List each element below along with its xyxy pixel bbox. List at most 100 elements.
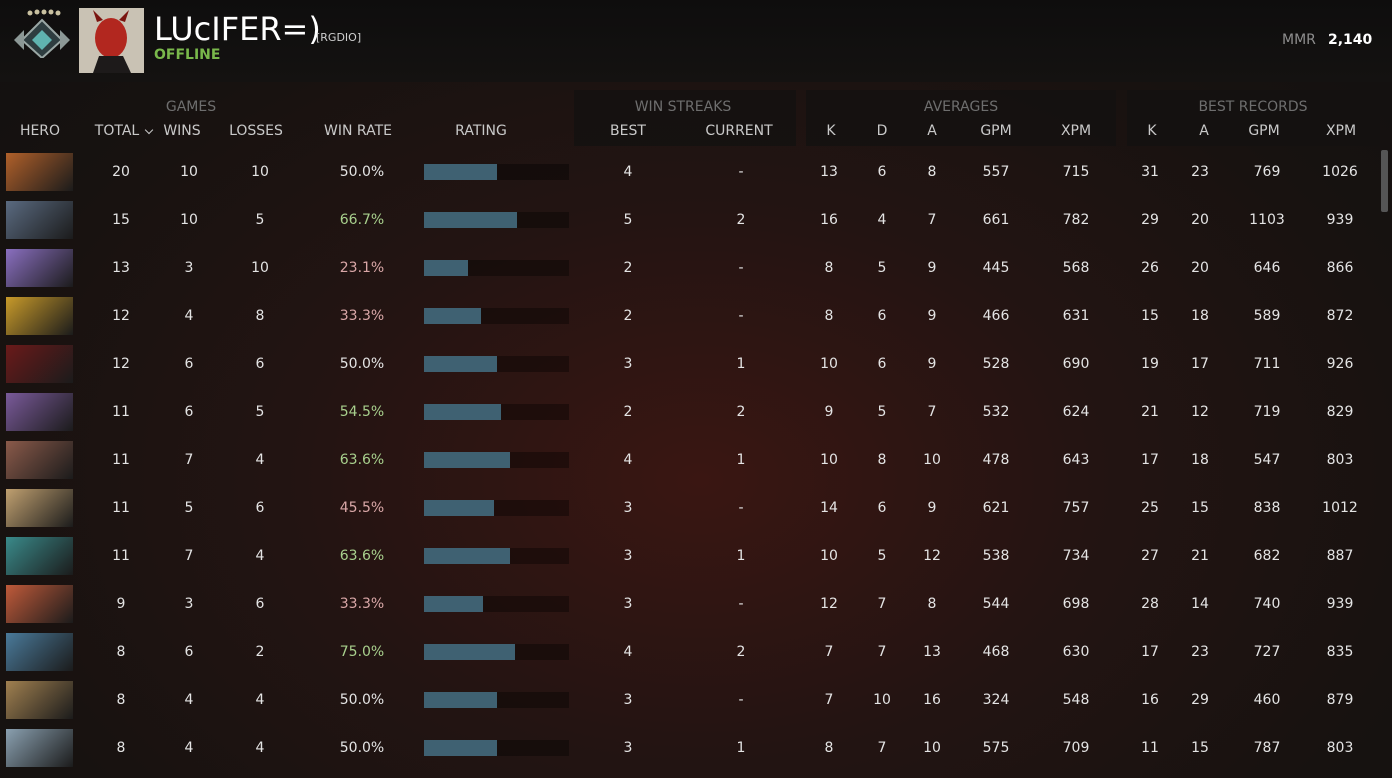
column-header[interactable]: K	[826, 123, 836, 139]
hero-icon[interactable]	[6, 441, 73, 479]
avg-gpm: 557	[982, 164, 1010, 180]
win-rate: 50.0%	[339, 692, 385, 708]
win-rate: 63.6%	[339, 548, 385, 564]
losses: 5	[255, 404, 265, 420]
avg-gpm: 468	[982, 644, 1010, 660]
mmr-value: 2,140	[1328, 32, 1373, 48]
avg-d: 6	[877, 356, 887, 372]
avg-d: 7	[877, 740, 887, 756]
avg-d: 10	[873, 692, 891, 708]
best-xpm: 887	[1326, 548, 1354, 564]
streak-best: 2	[623, 308, 633, 324]
column-header[interactable]: XPM	[1060, 123, 1092, 139]
rating-bar	[424, 404, 501, 420]
column-header[interactable]: TOTAL	[94, 123, 140, 139]
win-rate: 33.3%	[339, 596, 385, 612]
column-header[interactable]: XPM	[1325, 123, 1357, 139]
column-header[interactable]: BEST	[610, 123, 646, 139]
losses: 10	[251, 260, 269, 276]
best-k: 21	[1141, 404, 1159, 420]
best-a: 17	[1191, 356, 1209, 372]
column-header[interactable]: RATING	[455, 123, 507, 139]
best-a: 18	[1191, 452, 1209, 468]
hero-icon[interactable]	[6, 633, 73, 671]
column-header[interactable]: A	[927, 123, 937, 139]
hero-icon[interactable]	[6, 681, 73, 719]
rating-bar	[424, 452, 510, 468]
win-rate: 54.5%	[339, 404, 385, 420]
best-xpm: 803	[1326, 452, 1354, 468]
best-a: 23	[1191, 164, 1209, 180]
column-header[interactable]: HERO	[19, 123, 61, 139]
wins: 3	[184, 260, 194, 276]
hero-icon[interactable]	[6, 489, 73, 527]
win-rate: 63.6%	[339, 452, 385, 468]
player-name: LUcIFER=)	[154, 10, 321, 48]
column-header[interactable]: WIN RATE	[324, 123, 392, 139]
streak-current: 1	[736, 548, 746, 564]
streak-current: -	[738, 692, 744, 708]
avg-k: 9	[824, 404, 834, 420]
hero-icon[interactable]	[6, 201, 73, 239]
avg-xpm: 709	[1062, 740, 1090, 756]
column-header[interactable]: WINS	[163, 123, 201, 139]
best-a: 20	[1191, 212, 1209, 228]
avg-a: 12	[923, 548, 941, 564]
hero-icon[interactable]	[6, 345, 73, 383]
losses: 8	[255, 308, 265, 324]
best-a: 21	[1191, 548, 1209, 564]
streak-current: -	[738, 308, 744, 324]
hero-icon[interactable]	[6, 249, 73, 287]
avg-k: 8	[824, 740, 834, 756]
mmr-label: MMR	[1282, 32, 1316, 48]
streak-current: 2	[736, 212, 746, 228]
column-header[interactable]: GPM	[980, 123, 1012, 139]
streak-current: 1	[736, 452, 746, 468]
avg-a: 10	[923, 740, 941, 756]
hero-icon[interactable]	[6, 729, 73, 767]
best-xpm: 939	[1326, 596, 1354, 612]
win-rate: 50.0%	[339, 740, 385, 756]
best-xpm: 866	[1326, 260, 1354, 276]
wins: 4	[184, 308, 194, 324]
hero-icon[interactable]	[6, 393, 73, 431]
losses: 4	[255, 452, 265, 468]
hero-icon[interactable]	[6, 153, 73, 191]
best-gpm: 838	[1253, 500, 1281, 516]
best-a: 20	[1191, 260, 1209, 276]
best-gpm: 682	[1253, 548, 1281, 564]
rating-bar	[424, 212, 517, 228]
best-xpm: 829	[1326, 404, 1354, 420]
column-header[interactable]: D	[876, 123, 888, 139]
avg-gpm: 575	[982, 740, 1010, 756]
best-xpm: 872	[1326, 308, 1354, 324]
losses: 6	[255, 596, 265, 612]
wins: 7	[184, 452, 194, 468]
rating-bar	[424, 356, 497, 372]
column-header[interactable]: K	[1147, 123, 1157, 139]
streak-current: 1	[736, 740, 746, 756]
column-header[interactable]: CURRENT	[705, 123, 773, 139]
best-a: 23	[1191, 644, 1209, 660]
column-header[interactable]: A	[1199, 123, 1209, 139]
hero-icon[interactable]	[6, 537, 73, 575]
best-a: 15	[1191, 740, 1209, 756]
avg-gpm: 621	[982, 500, 1010, 516]
avg-k: 14	[820, 500, 838, 516]
streak-current: -	[738, 164, 744, 180]
streak-best: 4	[623, 452, 633, 468]
avg-xpm: 690	[1062, 356, 1090, 372]
column-header[interactable]: GPM	[1248, 123, 1280, 139]
avg-d: 7	[877, 644, 887, 660]
best-k: 15	[1141, 308, 1159, 324]
group-header: GAMES	[165, 99, 217, 115]
losses: 6	[255, 356, 265, 372]
total: 8	[116, 740, 126, 756]
column-header[interactable]: LOSSES	[229, 123, 283, 139]
hero-icon[interactable]	[6, 585, 73, 623]
avg-xpm: 643	[1062, 452, 1090, 468]
hero-icon[interactable]	[6, 297, 73, 335]
best-a: 14	[1191, 596, 1209, 612]
scrollbar[interactable]	[1381, 150, 1388, 212]
avg-d: 6	[877, 500, 887, 516]
